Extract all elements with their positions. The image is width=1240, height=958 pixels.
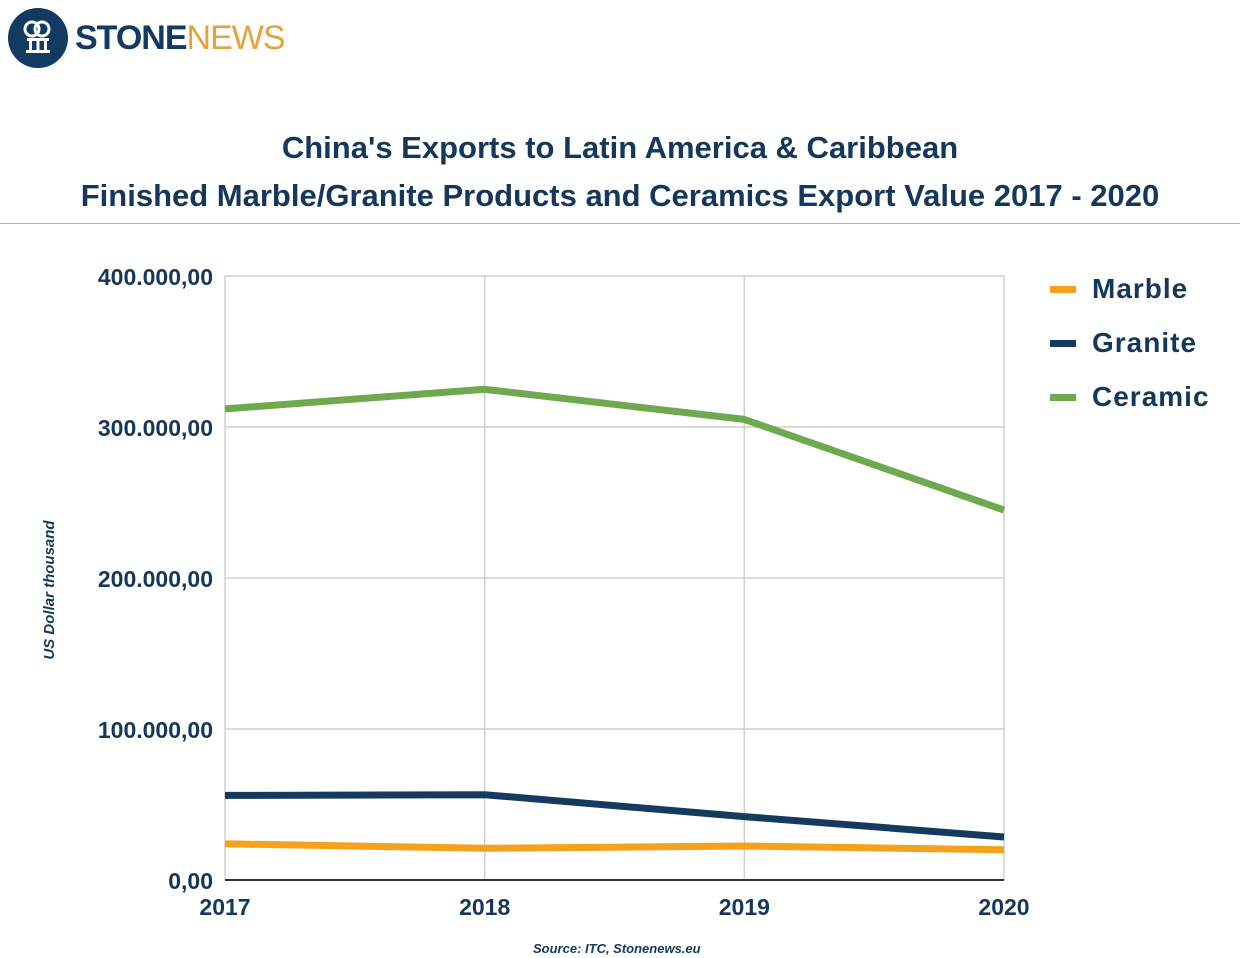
chart-subtitle: Finished Marble/Granite Products and Cer…: [80, 178, 1160, 213]
legend-swatch: [1050, 393, 1076, 401]
stone-pillar-icon: [8, 8, 68, 68]
legend-swatch: [1050, 339, 1076, 347]
logo-news: NEWS: [186, 18, 286, 57]
legend-item-marble: Marble: [1050, 262, 1210, 316]
series-line-granite: [224, 791, 1005, 841]
y-tick-label: 100.000,00: [98, 717, 213, 743]
x-tick-label: 2017: [199, 894, 250, 920]
series-line-marble: [224, 840, 1005, 854]
legend-item-ceramic: Ceramic: [1050, 370, 1210, 424]
legend-label: Ceramic: [1092, 381, 1210, 412]
brand-logo: STONENEWS: [8, 8, 286, 68]
y-tick-label: 200.000,00: [98, 566, 213, 592]
x-tick-label: 2019: [719, 894, 770, 920]
source-note: Source: ITC, Stonenews.eu: [533, 941, 701, 956]
y-tick-label: 0,00: [168, 868, 213, 894]
logo-wordmark: STONENEWS: [75, 18, 286, 58]
axes: 0,00 100.000,00 200.000,00 300.000,00 400.00…: [41, 264, 1030, 920]
chart-title: China's Exports to Latin America & Carib…: [281, 130, 959, 165]
legend-swatch: [1050, 285, 1076, 293]
grid: [224, 275, 1005, 881]
y-axis-title: US Dollar thousand: [41, 520, 58, 660]
title-divider: [0, 223, 1240, 224]
series-lines: [224, 385, 1006, 854]
x-tick-label: 2020: [978, 894, 1029, 920]
y-tick-label: 400.000,00: [98, 264, 213, 290]
x-tick-label: 2018: [459, 894, 510, 920]
chart-legend: Marble Granite Ceramic: [1050, 262, 1210, 424]
series-line-ceramic: [224, 385, 1006, 514]
legend-label: Granite: [1092, 327, 1198, 358]
legend-label: Marble: [1092, 273, 1189, 304]
y-tick-label: 300.000,00: [98, 415, 213, 441]
legend-item-granite: Granite: [1050, 316, 1210, 370]
logo-stone: STONE: [75, 18, 188, 57]
